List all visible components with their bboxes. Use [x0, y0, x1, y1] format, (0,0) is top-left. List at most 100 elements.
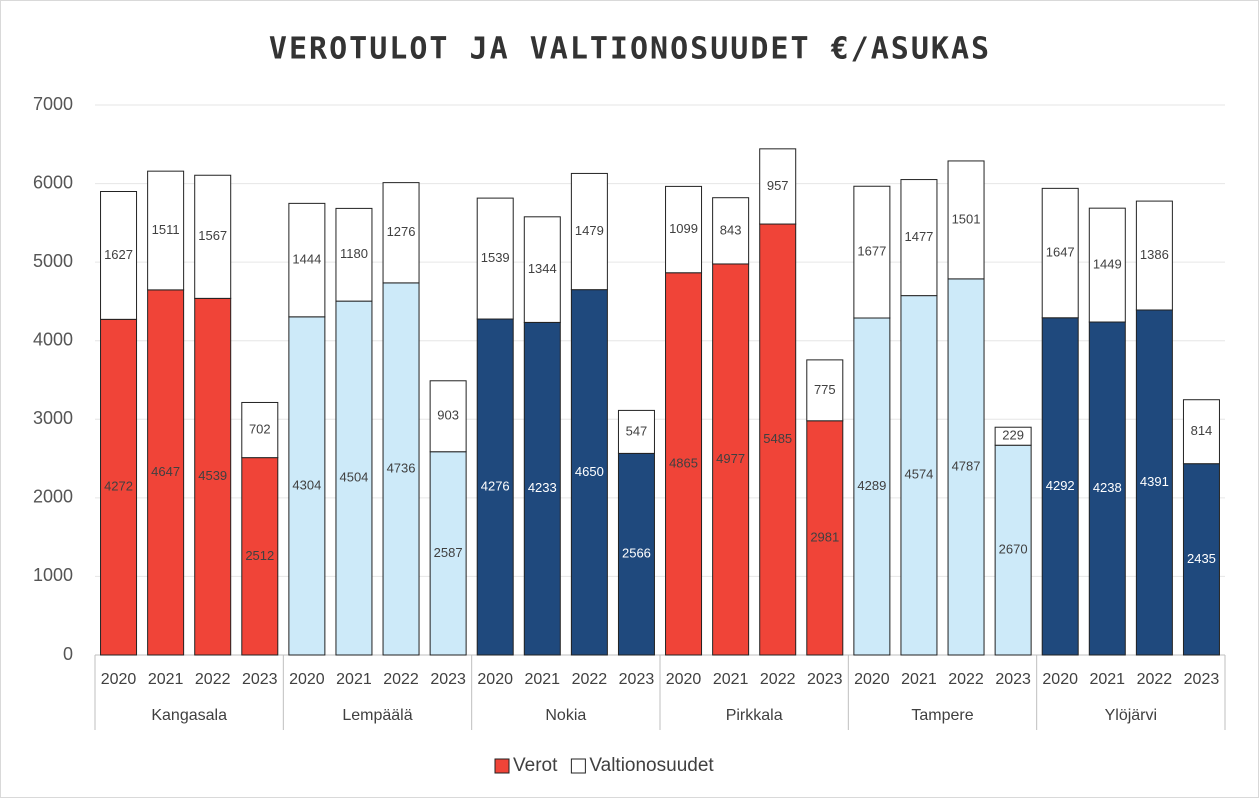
x-tick-label: 2021	[148, 671, 184, 688]
bar-segment	[429, 380, 467, 453]
bar-segment	[947, 278, 985, 656]
legend-swatch	[494, 758, 510, 774]
bar-segment	[429, 451, 467, 656]
value-label: 4292	[1046, 478, 1075, 493]
bar-segment	[100, 191, 138, 320]
value-label: 903	[437, 408, 459, 423]
x-tick-label: 2021	[524, 671, 560, 688]
bar-segment	[382, 182, 420, 284]
x-tick-label: 2020	[477, 671, 513, 688]
bar-segment	[1135, 200, 1173, 311]
value-label: 4647	[151, 464, 180, 479]
y-tick-label: 6000	[33, 172, 73, 192]
value-label: 4272	[104, 479, 133, 494]
x-tick-label: 2020	[1042, 671, 1078, 688]
value-label: 1344	[528, 261, 557, 276]
value-label: 2981	[810, 529, 839, 544]
bar-segment	[712, 263, 750, 656]
x-tick-label: 2020	[289, 671, 325, 688]
value-label: 547	[626, 423, 648, 438]
value-label: 4238	[1093, 480, 1122, 495]
value-label: 4276	[481, 478, 510, 493]
value-label: 4736	[387, 460, 416, 475]
y-tick-label: 2000	[33, 487, 73, 507]
y-tick-label: 3000	[33, 408, 73, 428]
value-label: 1386	[1140, 247, 1169, 262]
value-label: 4977	[716, 451, 745, 466]
value-label: 4304	[292, 477, 321, 492]
bar-segment	[1041, 317, 1079, 656]
value-label: 229	[1002, 428, 1024, 443]
value-label: 4391	[1140, 474, 1169, 489]
value-label: 1449	[1093, 257, 1122, 272]
bar-segment	[617, 409, 655, 454]
y-tick-label: 4000	[33, 329, 73, 349]
bar-segment	[900, 179, 938, 297]
bar-segment	[288, 316, 326, 656]
bar-segment	[617, 452, 655, 656]
bar-segment	[947, 160, 985, 280]
bar-segment	[853, 185, 891, 319]
x-tick-label: 2022	[948, 671, 984, 688]
y-tick-label: 0	[63, 644, 73, 664]
x-tick-label: 2022	[760, 671, 796, 688]
value-label: 1099	[669, 221, 698, 236]
bar-segment	[994, 444, 1032, 656]
value-label: 4289	[857, 478, 886, 493]
bar-segment	[523, 216, 561, 323]
y-tick-label: 5000	[33, 251, 73, 271]
x-tick-label: 2021	[1089, 671, 1125, 688]
legend-swatch	[570, 758, 586, 774]
bar-segment	[665, 185, 703, 274]
y-tick-label: 1000	[33, 565, 73, 585]
value-label: 1444	[292, 252, 321, 267]
bar-segment	[147, 289, 185, 656]
value-label: 1677	[857, 244, 886, 259]
x-tick-label: 2022	[383, 671, 419, 688]
bar-segment	[523, 321, 561, 656]
x-tick-label: 2022	[195, 671, 231, 688]
legend-label: Valtionosuudet	[589, 755, 714, 776]
bar-segment	[806, 359, 844, 422]
group-label: Nokia	[545, 707, 586, 724]
x-tick-label: 2021	[713, 671, 749, 688]
value-label: 1539	[481, 250, 510, 265]
group-label: Ylöjärvi	[1105, 707, 1157, 724]
x-tick-label: 2023	[995, 671, 1031, 688]
value-label: 702	[249, 421, 271, 436]
bar-segment	[570, 172, 608, 291]
value-label: 4865	[669, 455, 698, 470]
x-tick-label: 2020	[101, 671, 137, 688]
x-tick-label: 2023	[1184, 671, 1220, 688]
value-label: 1647	[1046, 245, 1075, 260]
value-label: 1567	[198, 228, 227, 243]
value-label: 4504	[339, 469, 368, 484]
bar-segment	[382, 282, 420, 656]
bar-segment	[100, 318, 138, 656]
bar-segment	[853, 317, 891, 656]
x-tick-label: 2023	[807, 671, 843, 688]
bar-segment	[1135, 309, 1173, 656]
value-label: 1479	[575, 223, 604, 238]
value-label: 814	[1191, 423, 1213, 438]
bar-segment	[1041, 187, 1079, 319]
x-tick-label: 2023	[619, 671, 655, 688]
x-tick-label: 2023	[242, 671, 278, 688]
group-label: Lempäälä	[342, 707, 412, 724]
value-label: 2512	[245, 548, 274, 563]
value-label: 957	[767, 178, 789, 193]
bar-segment	[1182, 463, 1220, 656]
bar-segment	[335, 207, 373, 302]
bar-segment	[194, 174, 232, 299]
legend-label: Verot	[513, 755, 558, 776]
value-label: 1501	[952, 211, 981, 226]
value-label: 2435	[1187, 551, 1216, 566]
x-tick-label: 2021	[901, 671, 937, 688]
bar-segment	[1182, 399, 1220, 465]
bar-segment	[994, 426, 1032, 446]
value-label: 2670	[999, 542, 1028, 557]
value-label: 4539	[198, 468, 227, 483]
value-label: 1477	[904, 229, 933, 244]
x-tick-label: 2021	[336, 671, 372, 688]
bar-segment	[570, 289, 608, 656]
